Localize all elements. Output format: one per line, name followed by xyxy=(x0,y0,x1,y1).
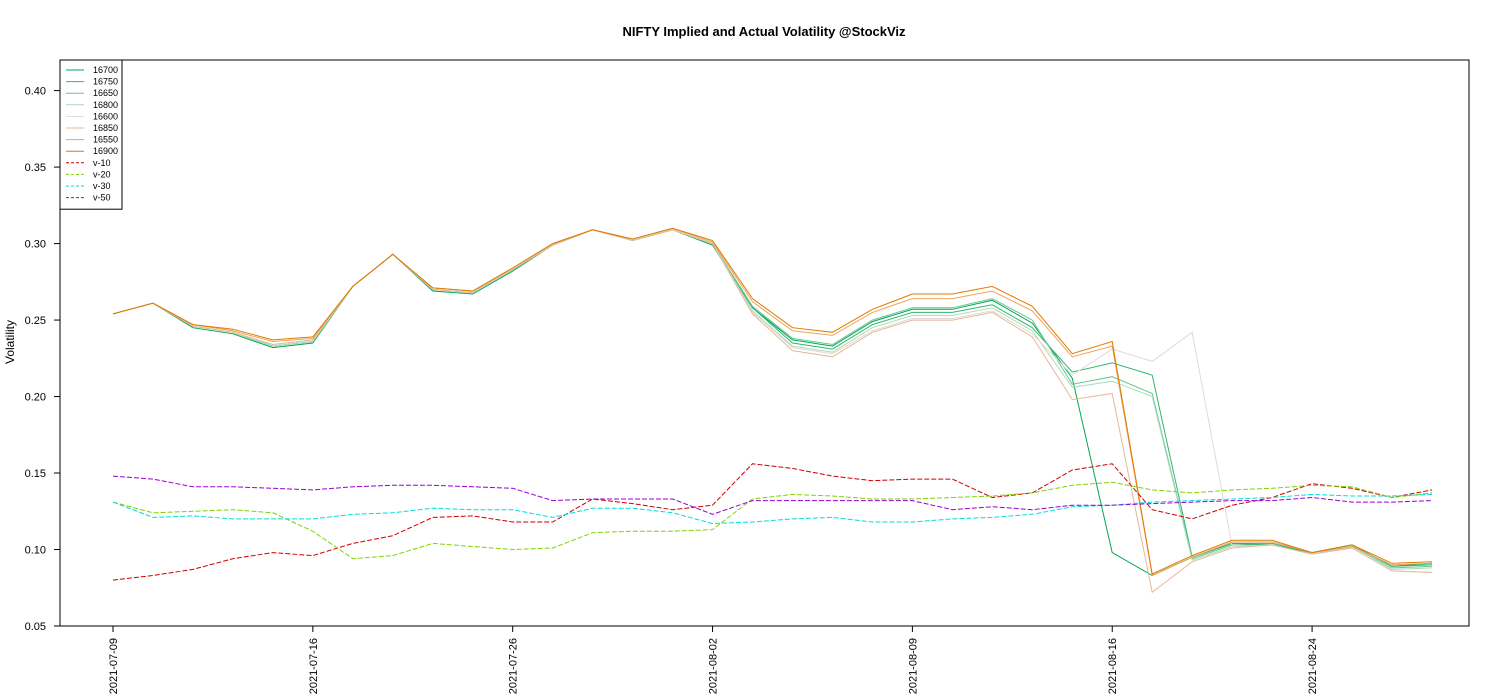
y-tick-label: 0.20 xyxy=(25,392,46,404)
y-tick-label: 0.40 xyxy=(25,86,46,98)
x-tick-label: 2021-08-24 xyxy=(1307,638,1319,694)
legend-label: v-30 xyxy=(93,181,111,191)
x-tick-label: 2021-07-26 xyxy=(508,638,520,694)
y-axis-label: Volatility xyxy=(3,320,17,364)
legend-label: 16900 xyxy=(93,146,118,156)
series-lines xyxy=(112,227,1433,594)
series-line-16550 xyxy=(112,227,1433,577)
series-line-v-20 xyxy=(112,481,1433,560)
legend-label: 16800 xyxy=(93,100,118,110)
series-line-16750 xyxy=(112,229,1433,567)
legend-label: v-50 xyxy=(93,193,111,203)
series-line-v-50 xyxy=(112,475,1433,515)
chart-title: NIFTY Implied and Actual Volatility @Sto… xyxy=(622,24,906,39)
legend-label: 16700 xyxy=(93,65,118,75)
series-line-16850 xyxy=(112,229,1433,594)
legend-label: v-10 xyxy=(93,158,111,168)
y-tick-label: 0.05 xyxy=(25,621,46,633)
plot-area-frame xyxy=(59,59,1470,627)
x-tick-label: 2021-08-16 xyxy=(1107,638,1119,694)
y-tick-label: 0.15 xyxy=(25,468,46,480)
y-tick-label: 0.35 xyxy=(25,162,46,174)
legend-label: 16650 xyxy=(93,88,118,98)
x-tick-label: 2021-07-16 xyxy=(308,638,320,694)
y-tick-label: 0.30 xyxy=(25,239,46,251)
legend-box xyxy=(59,59,123,210)
legend-label: 16850 xyxy=(93,123,118,133)
y-axis: 0.05 0.10 0.15 0.20 0.25 0.30 0.35 0.40 xyxy=(25,86,60,633)
series-line-v-10 xyxy=(112,463,1433,581)
legend-label: 16600 xyxy=(93,111,118,121)
series-line-16700 xyxy=(112,229,1433,577)
x-tick-label: 2021-08-02 xyxy=(708,638,720,694)
x-tick-label: 2021-08-09 xyxy=(907,638,919,694)
series-line-16900 xyxy=(112,227,1433,575)
legend-label: 16550 xyxy=(93,135,118,145)
legend-label: 16750 xyxy=(93,77,118,87)
y-tick-label: 0.10 xyxy=(25,545,46,557)
x-axis: 2021-07-09 2021-07-16 2021-07-26 2021-08-02… xyxy=(108,626,1319,694)
legend-label: v-20 xyxy=(93,169,111,179)
x-tick-label: 2021-07-09 xyxy=(108,638,120,694)
y-tick-label: 0.25 xyxy=(25,315,46,327)
series-line-16600 xyxy=(112,229,1433,573)
series-line-v-30 xyxy=(112,493,1433,525)
series-line-16650 xyxy=(112,229,1433,569)
